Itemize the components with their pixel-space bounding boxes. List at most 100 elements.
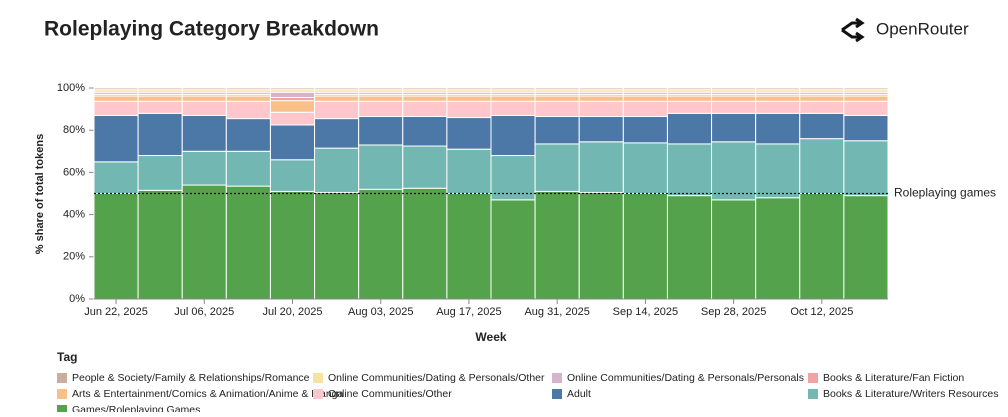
bar-segment (578, 87, 624, 91)
bar-segment (622, 95, 668, 102)
bar-segment (137, 112, 183, 157)
bar-segment (578, 115, 624, 143)
bar-segment (181, 95, 227, 102)
legend-title: Tag (57, 350, 77, 364)
bar-segment (269, 159, 316, 192)
bar-segment (843, 87, 889, 91)
bar-segment (181, 87, 227, 91)
bar-segment (269, 190, 316, 300)
bar-segment (181, 150, 227, 186)
bar-segment (225, 100, 271, 120)
brand-logo (841, 17, 865, 43)
bar-segment (799, 193, 845, 300)
bar-segment (490, 199, 536, 300)
bar-segment (446, 193, 492, 300)
legend-label: Online Communities/Dating & Personals/Pe… (567, 372, 804, 384)
legend-label: Books & Literature/Writers Resources (823, 388, 998, 400)
bar-segment (711, 100, 757, 114)
bar-segment (843, 100, 889, 116)
bar-segment (755, 87, 801, 91)
legend-label: Online Communities/Other (328, 388, 452, 400)
bar-segment (711, 112, 757, 143)
bar-segment (755, 100, 801, 114)
bar-segment (181, 184, 227, 300)
bar-segment (93, 161, 139, 195)
bar-segment (534, 143, 580, 192)
x-tick-label: Jul 20, 2025 (263, 306, 323, 318)
bar-segment (314, 95, 360, 102)
bar-segment (269, 100, 316, 113)
legend-label: Online Communities/Dating & Personals/Ot… (328, 372, 545, 384)
bar-segment (137, 189, 183, 300)
bar-segment (181, 114, 227, 152)
legend-swatch (808, 373, 818, 383)
bar-segment (446, 87, 492, 91)
bar-segment (755, 112, 801, 145)
bar-segment (534, 190, 580, 300)
legend-swatch (313, 373, 323, 383)
bar-segment (622, 115, 668, 144)
x-tick-label: Oct 12, 2025 (790, 306, 853, 318)
bar-segment (225, 150, 271, 187)
bar-segment (490, 87, 536, 91)
bar-segment (137, 87, 183, 91)
legend-swatch (57, 389, 67, 399)
bar-segment (93, 114, 139, 163)
legend-swatch (57, 405, 67, 415)
x-tick-label: Aug 03, 2025 (348, 306, 413, 318)
bar-segment (666, 143, 713, 197)
bar-segment (402, 115, 448, 147)
bar-segment (534, 115, 580, 145)
bar-segment (799, 100, 845, 114)
bar-segment (711, 141, 757, 201)
bar-segment (799, 138, 845, 194)
bar-segment (93, 95, 139, 102)
x-tick-label: Aug 17, 2025 (436, 306, 501, 318)
bar-segment (225, 87, 271, 91)
bar-segment (181, 100, 227, 116)
bar-segment (269, 87, 316, 91)
bar-segment (314, 118, 360, 149)
bar-segment (666, 195, 713, 300)
bar-segment (622, 87, 668, 91)
bar-segment (314, 100, 360, 120)
bar-segment (137, 95, 183, 102)
bar-segment (446, 100, 492, 119)
bar-segment (490, 95, 536, 102)
bar-segment (490, 100, 536, 116)
bar-segment (358, 87, 404, 91)
bar-segment (446, 95, 492, 102)
y-axis-label: % share of total tokens (34, 134, 46, 254)
y-tick-label: 20% (63, 251, 85, 263)
reference-label: Roleplaying games (894, 186, 996, 200)
bar-segment (843, 95, 889, 102)
legend-swatch (552, 389, 562, 399)
bar-segment (490, 114, 536, 157)
bar-segment (534, 87, 580, 91)
legend-label: Arts & Entertainment/Comics & Animation/… (72, 388, 344, 400)
bar-segment (137, 100, 183, 114)
bar-segment (843, 195, 889, 300)
x-tick-label: Sep 14, 2025 (613, 306, 678, 318)
bar-segment (314, 147, 360, 193)
bar-segment (578, 95, 624, 102)
legend-label: People & Society/Family & Relationships/… (72, 372, 310, 384)
bar-segment (843, 140, 889, 197)
bar-segment (711, 199, 757, 300)
bar-segment (534, 100, 580, 117)
bar-segment (622, 193, 668, 300)
bar-segment (314, 87, 360, 91)
x-tick-label: Jun 22, 2025 (84, 306, 148, 318)
legend-swatch (313, 389, 323, 399)
bar-segment (269, 124, 316, 161)
bar-segment (490, 155, 536, 201)
bar-segment (402, 87, 448, 91)
bar-segment (358, 95, 404, 102)
brand-name: OpenRouter (876, 19, 969, 38)
bar-segment (358, 144, 404, 190)
bar-segment (269, 111, 316, 126)
x-tick-label: Sep 28, 2025 (701, 306, 766, 318)
bar-segment (666, 87, 713, 91)
bar-segment (358, 100, 404, 117)
bar-segment (622, 100, 668, 117)
